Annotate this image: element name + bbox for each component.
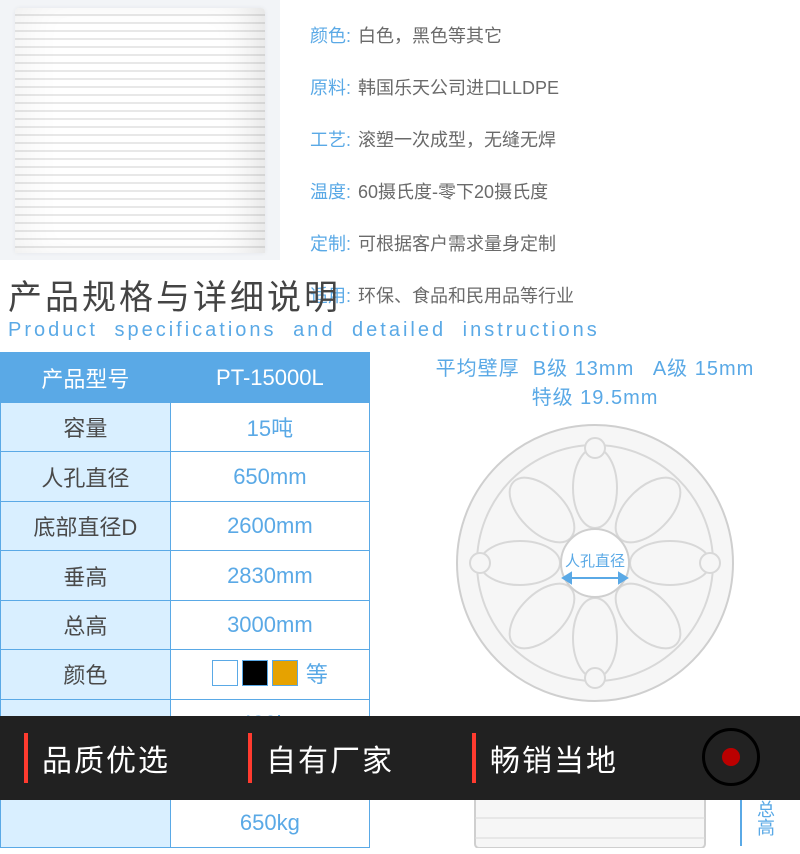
table-row: 总高3000mm	[1, 600, 370, 649]
accent-bar-icon	[248, 733, 252, 783]
spec-value: 等	[170, 650, 369, 699]
spec-value: 650kg	[170, 798, 369, 848]
spec-header-label: 产品型号	[1, 353, 171, 403]
table-row: 容量15吨	[1, 403, 370, 452]
attr-color: 颜色: 白色，黑色等其它	[310, 22, 502, 48]
spec-label: 垂高	[1, 551, 171, 600]
attr-custom: 定制: 可根据客户需求量身定制	[310, 230, 556, 256]
attr-material: 原料: 韩国乐天公司进口LLDPE	[310, 74, 559, 100]
spec-label: 颜色	[1, 650, 171, 699]
color-swatch	[212, 660, 238, 686]
spec-value: 650mm	[170, 452, 369, 501]
spec-header-value: PT-15000L	[170, 353, 369, 403]
footer-block-1: 品质优选	[24, 733, 170, 783]
table-row: 人孔直径650mm	[1, 452, 370, 501]
spec-label: 底部直径D	[1, 501, 171, 550]
tank-illustration	[15, 8, 265, 253]
tank-top-view: 人孔直径	[450, 418, 740, 708]
table-row: 650kg	[1, 798, 370, 848]
section-title-en: Product specifications and detailed inst…	[8, 319, 800, 342]
attr-temp: 温度: 60摄氏度-零下20摄氏度	[310, 178, 548, 204]
spec-label: 总高	[1, 600, 171, 649]
spec-label: 人孔直径	[1, 452, 171, 501]
attr-process: 工艺: 滚塑一次成型，无缝无焊	[310, 126, 556, 152]
music-disc-icon[interactable]	[702, 728, 760, 786]
promo-footer: 品质优选 自有厂家 畅销当地	[0, 716, 800, 800]
wall-thickness-line1: 平均壁厚 B级 13mm A级 15mm	[390, 352, 800, 381]
spec-value: 15吨	[170, 403, 369, 452]
accent-bar-icon	[472, 733, 476, 783]
wall-thickness-line2: 特级 19.5mm	[390, 381, 800, 410]
table-row: 颜色 等	[1, 650, 370, 699]
swatch-more-label: 等	[306, 657, 328, 689]
color-swatch	[242, 660, 268, 686]
attr-apply: 适用: 环保、食品和民用品等行业	[310, 282, 574, 308]
attribute-list: 颜色: 白色，黑色等其它 原料: 韩国乐天公司进口LLDPE 工艺: 滚塑一次成…	[280, 0, 800, 260]
svg-text:总高: 总高	[755, 800, 775, 837]
spec-value: 3000mm	[170, 600, 369, 649]
footer-block-2: 自有厂家	[248, 733, 394, 783]
spec-label: 容量	[1, 403, 171, 452]
accent-bar-icon	[24, 733, 28, 783]
color-swatch	[272, 660, 298, 686]
spec-value: 2600mm	[170, 501, 369, 550]
table-row: 垂高2830mm	[1, 551, 370, 600]
footer-block-3: 畅销当地	[472, 733, 618, 783]
table-row: 底部直径D2600mm	[1, 501, 370, 550]
svg-text:人孔直径: 人孔直径	[565, 553, 625, 570]
product-photo	[0, 0, 280, 260]
spec-value: 2830mm	[170, 551, 369, 600]
spec-label	[1, 798, 171, 848]
